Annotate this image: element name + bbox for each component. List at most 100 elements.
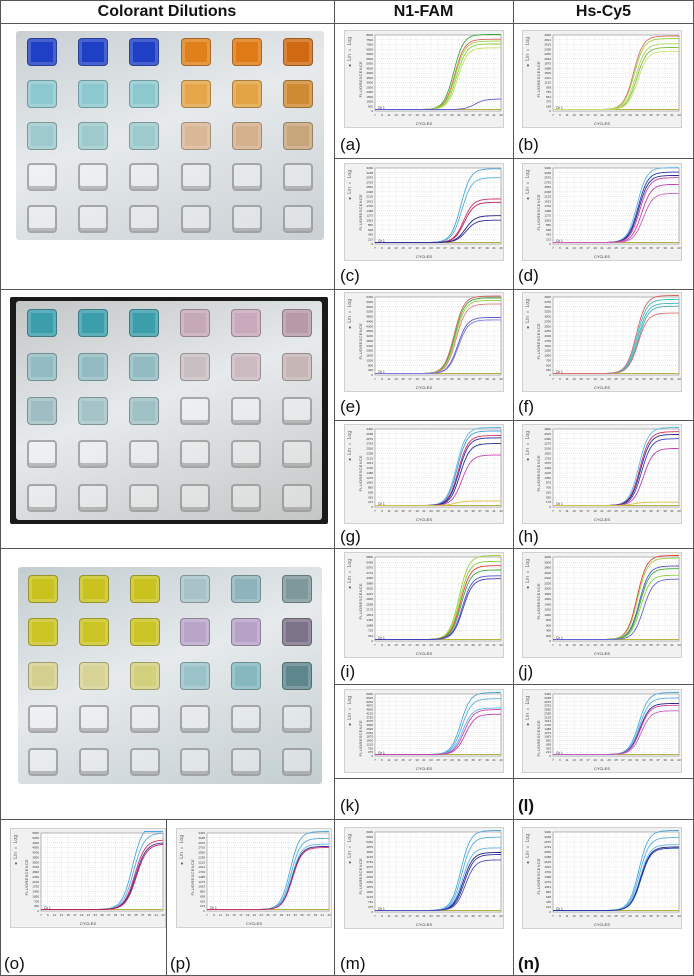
svg-text:0: 0 bbox=[549, 910, 551, 914]
svg-text:43: 43 bbox=[499, 914, 503, 918]
panel-label-j: (j) bbox=[518, 662, 534, 681]
header-n1-fam: N1-FAM bbox=[393, 2, 454, 20]
plate-well bbox=[28, 704, 59, 733]
chart-o: ● Lin ○ Log FLUORESCENCE CYCLES 0 350 700 1050… bbox=[10, 828, 166, 928]
svg-text:37: 37 bbox=[656, 643, 660, 647]
plate-well bbox=[26, 440, 57, 469]
svg-text:2763: 2763 bbox=[198, 846, 205, 850]
svg-text:1813: 1813 bbox=[366, 613, 373, 617]
amplification-plot: 0213425638850106312751488170019132125233… bbox=[198, 831, 331, 917]
svg-text:33: 33 bbox=[642, 246, 646, 250]
plate-well bbox=[231, 574, 261, 603]
svg-text:23: 23 bbox=[607, 113, 611, 117]
svg-text:41: 41 bbox=[670, 509, 674, 513]
svg-text:4875: 4875 bbox=[366, 704, 373, 708]
svg-text:19: 19 bbox=[593, 113, 597, 117]
svg-text:41: 41 bbox=[492, 246, 496, 250]
svg-text:29: 29 bbox=[628, 758, 632, 762]
svg-text:1913: 1913 bbox=[544, 865, 551, 869]
plate-well bbox=[26, 163, 57, 192]
svg-text:1500: 1500 bbox=[544, 71, 551, 75]
svg-text:13: 13 bbox=[572, 246, 576, 250]
svg-text:1000: 1000 bbox=[366, 100, 373, 104]
svg-text:2338: 2338 bbox=[544, 190, 551, 194]
svg-text:9: 9 bbox=[559, 113, 561, 117]
svg-text:3750: 3750 bbox=[366, 715, 373, 719]
svg-text:9: 9 bbox=[381, 914, 383, 918]
header-hs-cy5: Hs-Cy5 bbox=[575, 2, 632, 20]
svg-text:21: 21 bbox=[422, 509, 426, 513]
plate-well bbox=[128, 440, 159, 469]
svg-text:21: 21 bbox=[600, 377, 604, 381]
plate-well bbox=[128, 484, 159, 513]
svg-text:37: 37 bbox=[656, 246, 660, 250]
plate-well bbox=[281, 352, 312, 381]
svg-text:19: 19 bbox=[415, 509, 419, 513]
svg-text:27: 27 bbox=[621, 643, 625, 647]
svg-text:4875: 4875 bbox=[366, 845, 373, 849]
svg-text:35: 35 bbox=[471, 914, 475, 918]
plate-photo-yellow-purple bbox=[12, 563, 328, 788]
amplification-plot: 0250500750100012501500175020002250250027… bbox=[544, 295, 681, 381]
svg-text:1488: 1488 bbox=[366, 209, 373, 213]
svg-text:425: 425 bbox=[200, 899, 205, 903]
svg-text:425: 425 bbox=[368, 233, 373, 237]
svg-text:2125: 2125 bbox=[366, 195, 373, 199]
divider bbox=[334, 158, 694, 159]
svg-text:25: 25 bbox=[266, 913, 270, 917]
svg-text:1275: 1275 bbox=[198, 880, 205, 884]
svg-text:2763: 2763 bbox=[366, 180, 373, 184]
svg-text:3600: 3600 bbox=[366, 329, 373, 333]
svg-text:7000: 7000 bbox=[366, 43, 373, 47]
svg-text:9: 9 bbox=[559, 914, 561, 918]
plate-well bbox=[129, 618, 160, 647]
svg-text:850: 850 bbox=[546, 739, 551, 743]
amplification-plot: 0213425638850106312751488170019132125233… bbox=[544, 692, 681, 762]
svg-text:31: 31 bbox=[635, 377, 639, 381]
svg-text:3000: 3000 bbox=[544, 560, 551, 564]
svg-text:Ch 1: Ch 1 bbox=[44, 906, 51, 910]
svg-text:Ch 1: Ch 1 bbox=[378, 636, 385, 640]
svg-text:31: 31 bbox=[287, 913, 291, 917]
svg-text:400: 400 bbox=[546, 629, 551, 633]
svg-text:2550: 2550 bbox=[366, 185, 373, 189]
svg-text:13: 13 bbox=[60, 913, 64, 917]
svg-text:17: 17 bbox=[586, 246, 590, 250]
svg-text:3850: 3850 bbox=[32, 855, 39, 859]
svg-text:9: 9 bbox=[381, 509, 383, 513]
svg-text:375: 375 bbox=[546, 100, 551, 104]
plate-well bbox=[179, 308, 210, 337]
svg-text:850: 850 bbox=[546, 890, 551, 894]
panel-label-d: (d) bbox=[518, 266, 539, 285]
svg-text:15: 15 bbox=[579, 758, 583, 762]
svg-text:2975: 2975 bbox=[544, 840, 551, 844]
svg-text:15: 15 bbox=[401, 113, 405, 117]
svg-text:1575: 1575 bbox=[544, 461, 551, 465]
svg-text:1125: 1125 bbox=[367, 742, 374, 746]
svg-text:11: 11 bbox=[387, 914, 390, 918]
plate-well bbox=[281, 661, 312, 690]
x-axis-label: CYCLES bbox=[593, 385, 610, 390]
svg-text:2550: 2550 bbox=[198, 851, 205, 855]
svg-text:425: 425 bbox=[546, 233, 551, 237]
chart-b: ● Lin ○ Log FLUORESCENCE CYCLES 0 188 375 563 7… bbox=[522, 30, 682, 128]
plate-well bbox=[180, 574, 211, 603]
chart-e: ● Lin ○ Log FLUORESCENCE CYCLES 0 400 800 1200… bbox=[344, 292, 504, 392]
svg-text:43: 43 bbox=[499, 758, 503, 762]
amplification-plot: 0500100015002000250030003500400045005000… bbox=[366, 33, 503, 117]
svg-text:21: 21 bbox=[422, 377, 426, 381]
svg-text:5250: 5250 bbox=[32, 836, 39, 840]
svg-text:850: 850 bbox=[200, 890, 205, 894]
svg-text:4550: 4550 bbox=[32, 846, 39, 850]
x-axis-label: CYCLES bbox=[415, 766, 432, 771]
svg-text:1875: 1875 bbox=[366, 735, 373, 739]
svg-text:11: 11 bbox=[565, 377, 568, 381]
svg-text:2975: 2975 bbox=[544, 176, 551, 180]
svg-text:21: 21 bbox=[422, 113, 426, 117]
svg-text:2100: 2100 bbox=[544, 447, 551, 451]
svg-text:2975: 2975 bbox=[544, 700, 551, 704]
svg-text:4500: 4500 bbox=[366, 850, 373, 854]
svg-text:2000: 2000 bbox=[544, 334, 551, 338]
plate-well bbox=[26, 121, 57, 150]
svg-text:23: 23 bbox=[429, 509, 433, 513]
